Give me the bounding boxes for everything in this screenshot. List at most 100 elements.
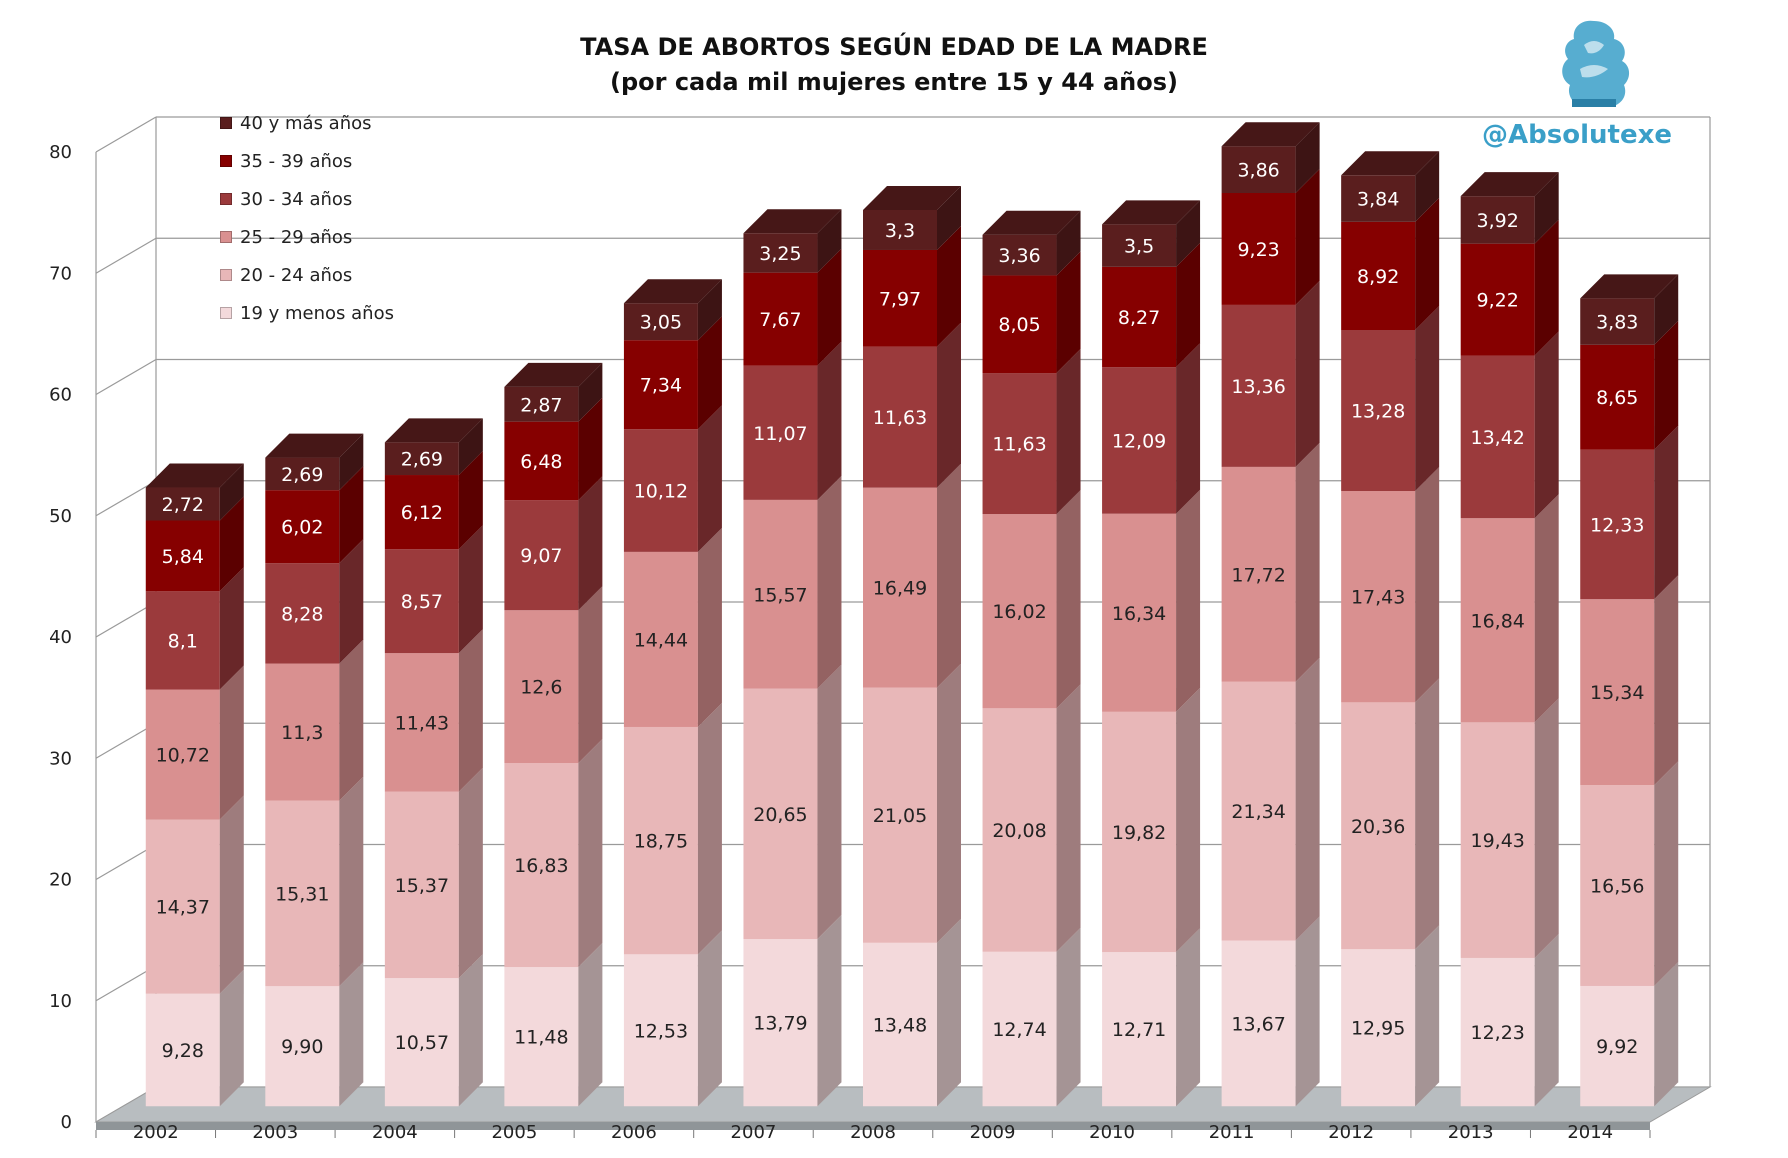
data-label: 11,63 bbox=[992, 434, 1046, 456]
data-label: 7,97 bbox=[879, 288, 921, 310]
legend-label: 25 - 29 años bbox=[240, 226, 353, 248]
bar-segment-side bbox=[937, 185, 961, 250]
bar-segment bbox=[265, 490, 340, 564]
bar-segment bbox=[1221, 681, 1296, 941]
chart-title: TASA DE ABORTOS SEGÚN EDAD DE LA MADRE bbox=[580, 33, 1208, 61]
x-tick-label: 2003 bbox=[252, 1122, 298, 1143]
y-tick-label: 0 bbox=[61, 1112, 72, 1133]
bar-top bbox=[623, 279, 722, 304]
bar-segment-side bbox=[458, 525, 483, 654]
bar-segment-side bbox=[1295, 168, 1320, 305]
data-label: 9,07 bbox=[520, 545, 562, 567]
bar-segment-side bbox=[1654, 320, 1679, 450]
bar-segment-side bbox=[219, 969, 244, 1107]
bar-segment bbox=[504, 967, 579, 1107]
data-label: 3,84 bbox=[1357, 189, 1399, 211]
bar-top bbox=[863, 185, 961, 210]
bar-top bbox=[145, 463, 244, 488]
data-label: 17,43 bbox=[1351, 587, 1405, 609]
bar-segment-side bbox=[817, 209, 842, 273]
data-label: 2,87 bbox=[520, 394, 562, 416]
bar-segment bbox=[145, 591, 220, 690]
bar-segment-side bbox=[1415, 467, 1440, 703]
bar-segment bbox=[1102, 711, 1177, 953]
bar-segment bbox=[1580, 344, 1655, 450]
bar-segment-side bbox=[697, 527, 722, 727]
data-label: 8,65 bbox=[1596, 387, 1638, 409]
data-label: 8,1 bbox=[168, 630, 198, 652]
x-tick-label: 2002 bbox=[133, 1122, 179, 1143]
legend-swatch bbox=[220, 307, 232, 319]
bar-segment-side bbox=[1654, 425, 1679, 600]
legend-item: 30 - 34 años bbox=[220, 188, 352, 210]
legend-item: 40 y más años bbox=[220, 112, 372, 134]
data-label: 2,72 bbox=[162, 494, 204, 516]
bar-segment bbox=[1221, 192, 1296, 305]
bar-segment bbox=[1460, 243, 1535, 356]
bar-segment bbox=[384, 653, 459, 792]
bar-segment bbox=[1341, 175, 1416, 222]
bar-segment-side bbox=[458, 767, 483, 979]
x-tick-label: 2009 bbox=[970, 1122, 1016, 1143]
bar-segment bbox=[1460, 355, 1535, 519]
bar-segment bbox=[743, 272, 818, 366]
data-label: 11,63 bbox=[873, 407, 927, 429]
y-tick-label: 40 bbox=[49, 627, 72, 648]
x-tick-label: 2014 bbox=[1567, 1122, 1613, 1143]
legend-label: 20 - 24 años bbox=[240, 264, 353, 286]
bar-top bbox=[1460, 172, 1559, 197]
legend-label: 30 - 34 años bbox=[240, 188, 353, 210]
bar-segment-side bbox=[219, 463, 244, 521]
bar-segment-side bbox=[1056, 927, 1081, 1107]
griffin-logo-icon bbox=[1562, 20, 1630, 108]
bar-segment bbox=[265, 663, 340, 801]
bar-segment-side bbox=[1056, 490, 1081, 709]
bar-segment-side bbox=[817, 341, 842, 500]
bar-segment bbox=[1580, 785, 1655, 986]
bar-segment-side bbox=[937, 663, 961, 943]
data-label: 13,67 bbox=[1231, 1013, 1285, 1035]
bar-segment bbox=[982, 275, 1057, 374]
bar-segment bbox=[623, 726, 698, 955]
data-label: 3,83 bbox=[1596, 312, 1638, 334]
bar-segment bbox=[863, 487, 937, 688]
bar-segment bbox=[863, 249, 937, 347]
data-label: 16,83 bbox=[514, 855, 568, 877]
bar-segment bbox=[1341, 221, 1416, 331]
data-label: 12,6 bbox=[520, 677, 562, 699]
data-label: 12,95 bbox=[1351, 1018, 1405, 1040]
bar-segment bbox=[623, 429, 698, 552]
data-label: 6,02 bbox=[281, 517, 323, 539]
data-label: 16,84 bbox=[1470, 610, 1524, 632]
data-label: 6,12 bbox=[401, 502, 443, 524]
data-label: 3,5 bbox=[1124, 236, 1154, 258]
bar-segment bbox=[743, 688, 818, 940]
bar-segment-side bbox=[697, 316, 722, 430]
data-label: 3,86 bbox=[1237, 160, 1279, 182]
data-label: 14,37 bbox=[156, 897, 210, 919]
bar-segment bbox=[1341, 702, 1416, 950]
bar-segment-side bbox=[937, 463, 961, 688]
bar-segment bbox=[1580, 298, 1655, 345]
bar-top bbox=[1221, 122, 1320, 147]
bar-segment-side bbox=[458, 418, 483, 476]
bar-segment bbox=[982, 373, 1057, 515]
data-label: 18,75 bbox=[634, 831, 688, 853]
bar-segment-side bbox=[697, 930, 722, 1107]
legend-item: 35 - 39 años bbox=[220, 150, 352, 172]
bar-segment bbox=[504, 421, 579, 501]
bar-segment bbox=[1460, 957, 1535, 1107]
data-label: 13,79 bbox=[753, 1013, 807, 1035]
bar-segment-side bbox=[578, 397, 603, 501]
bar-segment bbox=[863, 942, 937, 1107]
data-label: 9,90 bbox=[281, 1036, 323, 1058]
legend-item: 19 y menos años bbox=[220, 302, 394, 324]
data-label: 15,37 bbox=[395, 875, 449, 897]
bar-segment-side bbox=[1295, 122, 1320, 193]
bar-segment bbox=[1102, 224, 1177, 267]
bar-segment bbox=[982, 951, 1057, 1107]
bar-segment bbox=[384, 442, 459, 476]
bar-segment bbox=[982, 708, 1057, 952]
bar-segment bbox=[384, 475, 459, 550]
data-label: 9,28 bbox=[162, 1040, 204, 1062]
